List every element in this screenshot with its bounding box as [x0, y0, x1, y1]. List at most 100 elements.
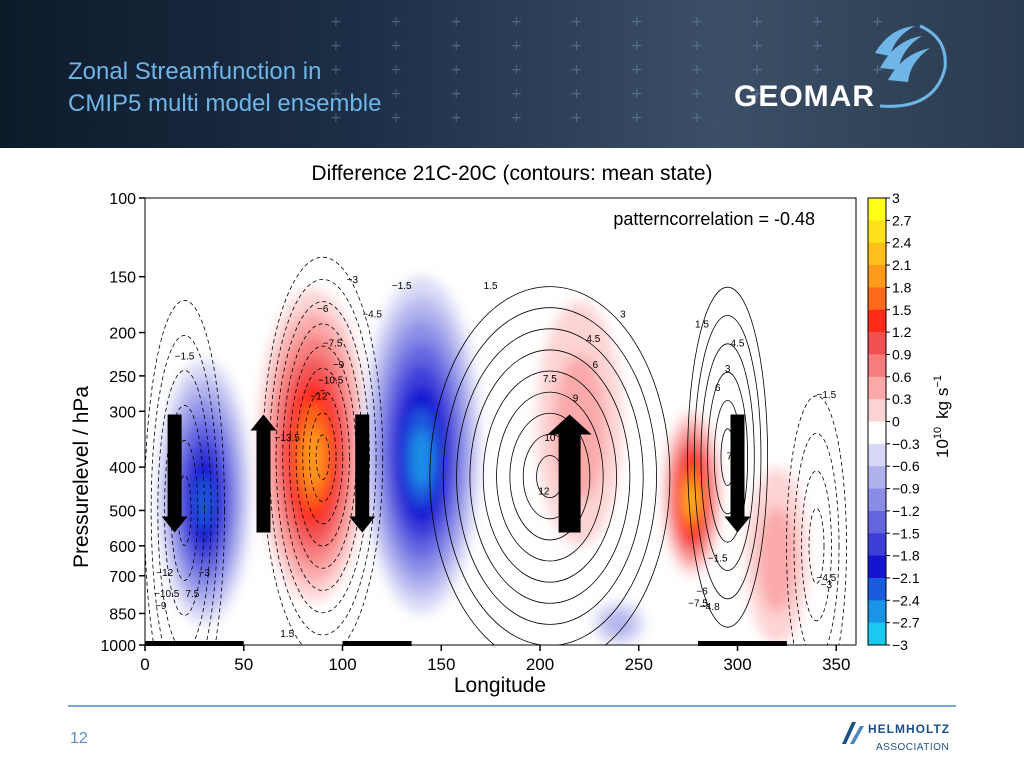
colorbar-segment [868, 510, 886, 534]
geomar-swirl-icon [875, 24, 947, 108]
contour-line [808, 507, 825, 584]
contour-label: 1.5 [280, 629, 294, 640]
title-line-2: CMIP5 multi model ensemble [68, 90, 382, 117]
contour-label: −6 [317, 304, 329, 315]
pattern-correlation-label: patterncorrelation = -0.48 [613, 209, 815, 229]
contour-line [496, 391, 604, 562]
svg-text:1010kg s−1: 1010 kg s−1 [932, 375, 952, 458]
footer-divider [68, 705, 956, 707]
contour-line [302, 390, 344, 525]
colorbar-unit-label: 1010 kg s−1 [932, 375, 952, 458]
colorbar-segment [868, 287, 886, 311]
x-tick-label: 200 [526, 655, 554, 674]
page-number: 12 [70, 730, 88, 747]
contour-line [295, 367, 350, 547]
colorbar-tick-label: −0.3 [892, 436, 920, 452]
colorbar-segment [868, 399, 886, 422]
contour-line [456, 328, 644, 625]
colorbar-tick-label: 0 [892, 414, 900, 430]
y-tick-label: 850 [109, 606, 136, 623]
contour-line [164, 405, 205, 616]
x-tick-label: 300 [723, 655, 751, 674]
slide-header: + + + + + + + + + + + + + + + + + + + + + … [0, 0, 1024, 148]
colorbar-tick-label: 2.4 [892, 235, 912, 251]
contour-label: −3 [199, 568, 211, 579]
x-tick-label: 100 [328, 655, 356, 674]
colorbar-segment [868, 555, 886, 579]
contour-line [150, 335, 219, 645]
colorbar-tick-label: 3 [892, 190, 900, 206]
anomaly-cell [663, 411, 722, 576]
y-tick-label: 500 [109, 503, 136, 520]
anomaly-cell [593, 601, 645, 645]
contour-label: 12 [538, 486, 550, 497]
geomar-wordmark: GEOMAR [734, 80, 875, 113]
colorbar-units-exponent: −1 [932, 375, 944, 388]
helmholtz-association: ASSOCIATION [876, 742, 950, 753]
contour-label: 9 [573, 393, 579, 404]
contour-line [275, 301, 370, 614]
colorbar-tick-label: −1.5 [892, 525, 920, 541]
y-tick-label: 200 [109, 326, 136, 343]
colorbar-tick-label: 2.7 [892, 212, 912, 228]
colorbar-label-exponent: 10 [932, 427, 944, 439]
contour-line [170, 440, 199, 581]
contour-line [315, 434, 330, 480]
colorbar-tick-label: −1.8 [892, 548, 920, 564]
header-pattern: + + + + + + + + + + + + + + + + + + + + + … [330, 14, 906, 126]
contour-line [429, 286, 671, 645]
contour-line [262, 256, 384, 645]
colorbar-segment [868, 309, 886, 333]
contour-line [269, 278, 377, 636]
y-tick-label: 300 [109, 404, 136, 421]
helmholtz-logo: HELMHOLTZ ASSOCIATION [838, 716, 958, 762]
contour-label: −12 [310, 391, 327, 402]
anomaly-cell [362, 276, 481, 614]
streamfunction-chart: Difference 21C-20C (contours: mean state… [70, 162, 952, 697]
x-axis-label: Longitude [454, 674, 546, 697]
contour-label: 6 [715, 383, 721, 394]
colorbar-segment [868, 533, 886, 557]
contour-label: −13.5 [275, 433, 301, 444]
colorbar-tick-label: −0.6 [892, 458, 920, 474]
contour-label: −10.5 [318, 375, 344, 386]
y-tick-label: 700 [109, 569, 136, 586]
y-tick-label: 250 [109, 369, 136, 386]
colorbar-segment [868, 332, 886, 355]
topography-bar [342, 641, 412, 646]
contour-label: −9 [333, 360, 345, 371]
x-axis-ticks: 0 50 100 150 200 250 300 350 [140, 645, 850, 674]
colorbar-tick-label: −3 [892, 637, 908, 653]
contour-line [687, 286, 769, 628]
contour-label: 6 [593, 360, 599, 371]
contour-label: 3 [725, 364, 731, 375]
contour-line [793, 432, 840, 645]
contour-label: 4.5 [731, 339, 745, 350]
colorbar-segment [868, 577, 886, 601]
contour-label: −3 [821, 580, 833, 591]
contour-line [693, 315, 762, 600]
contour-label: −4.5 [817, 573, 837, 584]
contour-label: −6 [696, 586, 708, 597]
colorbar-tick-label: 1.2 [892, 324, 912, 340]
colorbar-segment [868, 600, 886, 624]
colorbar-tick-label: 0.9 [892, 346, 912, 362]
contour-label: −7.5 [688, 598, 708, 609]
contour-label: −7.5 [323, 339, 343, 350]
colorbar-tick-label: 1.8 [892, 279, 912, 295]
colorbar-segment [868, 466, 886, 490]
contour-label: −1.5 [175, 352, 195, 363]
colorbar-tick-label: 1.5 [892, 302, 912, 318]
contour-line [509, 412, 591, 541]
contour-label: 4.5 [586, 334, 600, 345]
y-tick-label: 150 [109, 270, 136, 287]
topography-bar [145, 641, 244, 646]
colorbar-tick-label: −2.1 [892, 570, 920, 586]
colorbar-units: kg s [933, 388, 952, 419]
colorbar-segment [868, 198, 886, 221]
y-tick-label: 1000 [100, 638, 136, 655]
downward-arrow [724, 414, 751, 533]
colorbar-tick-label: 0.3 [892, 391, 912, 407]
colorbar-tick-label: −2.4 [892, 592, 920, 608]
contour-line [469, 349, 631, 604]
